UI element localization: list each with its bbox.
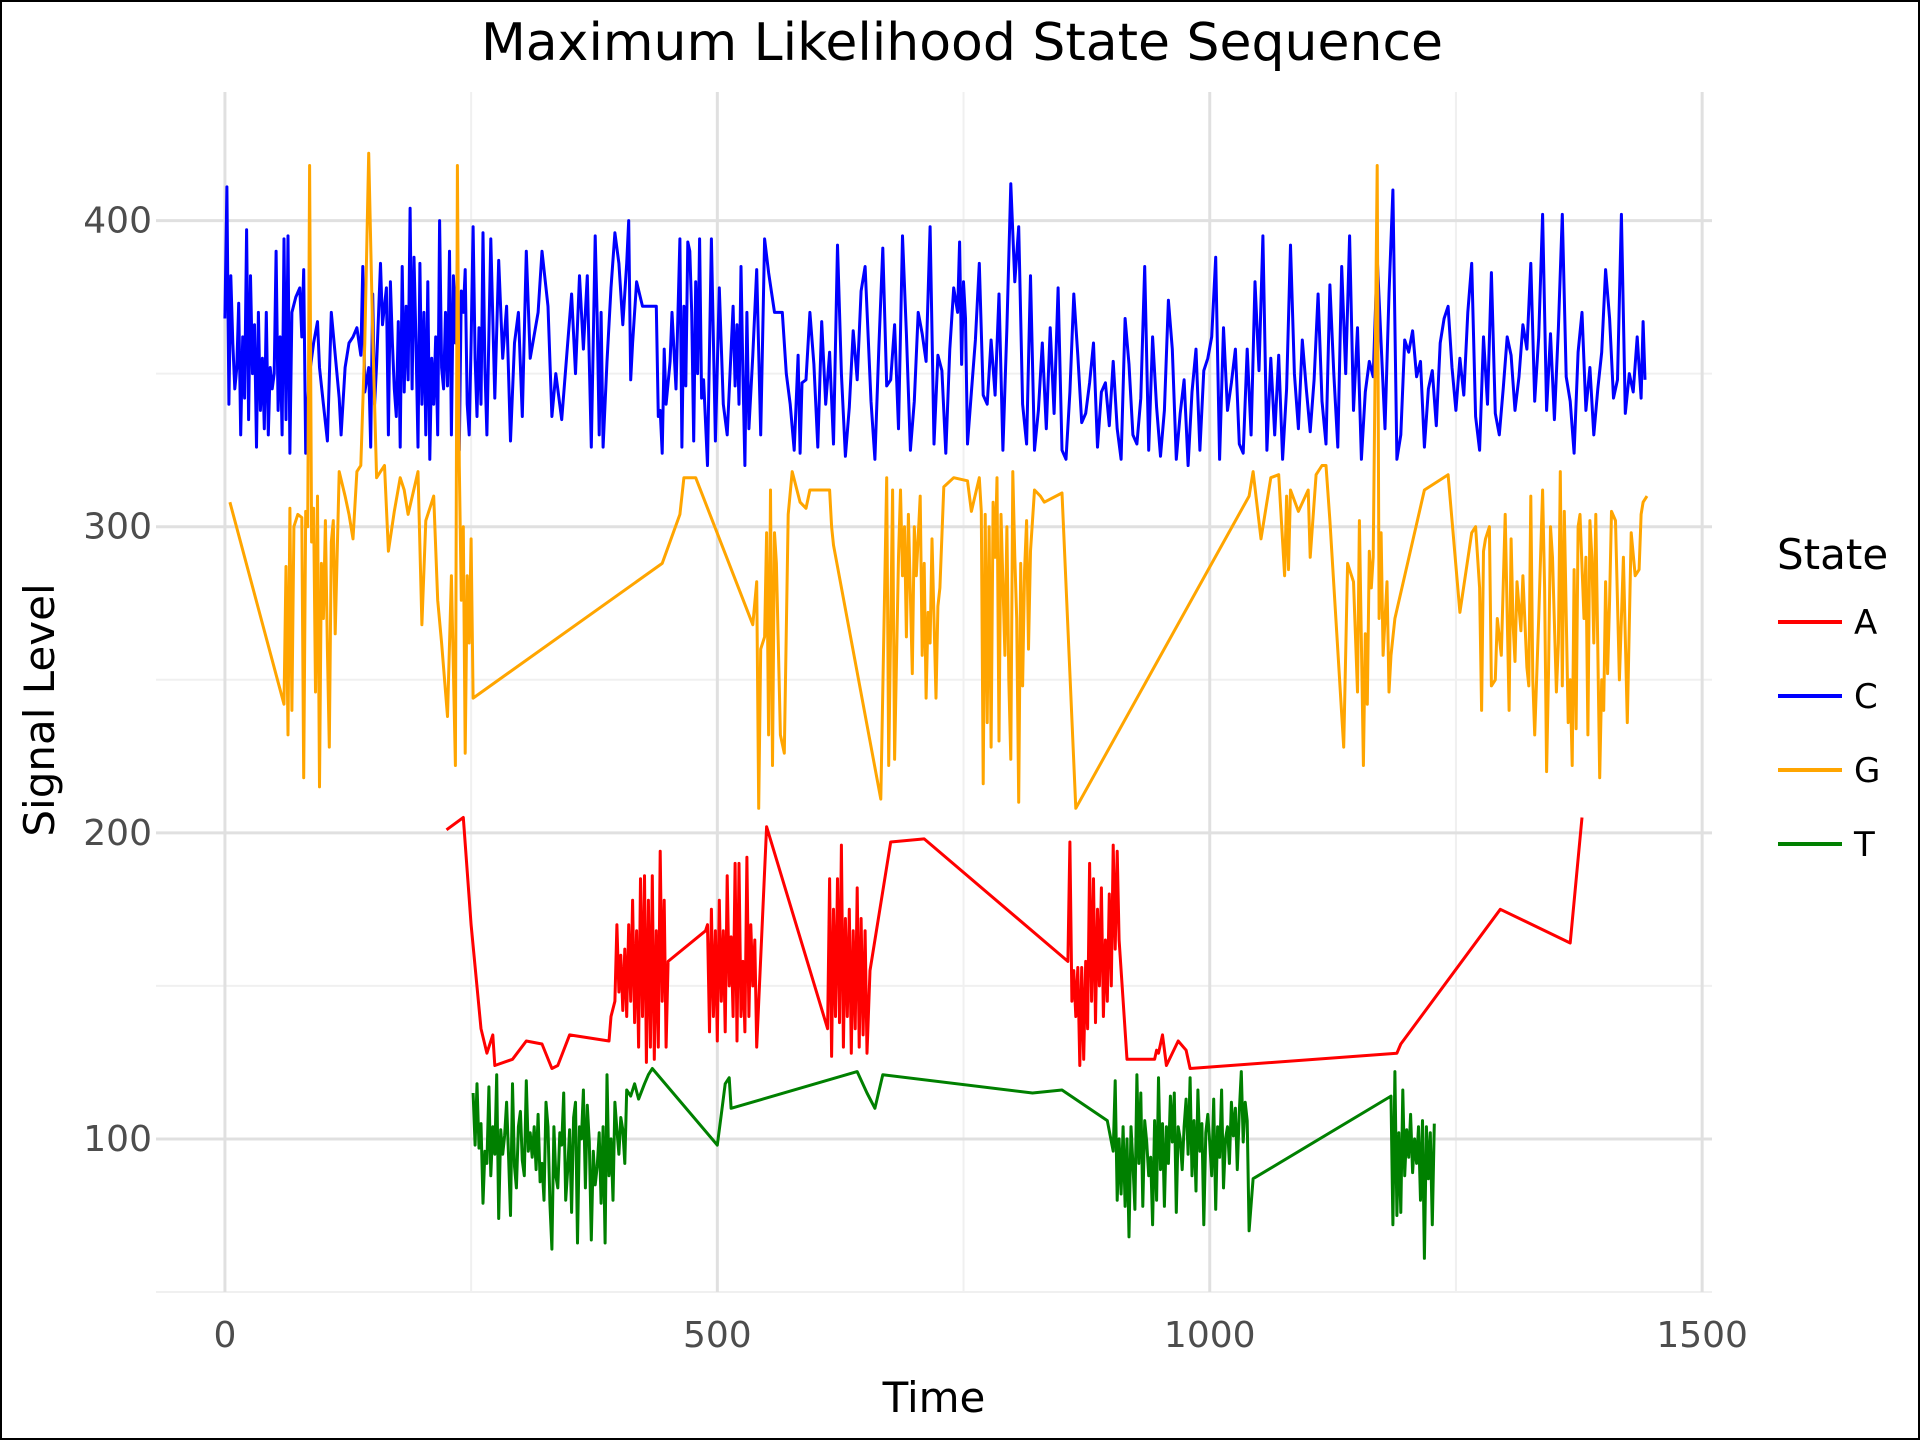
y-tick-label: 300	[83, 507, 152, 548]
legend-label-T: T	[1853, 825, 1875, 865]
series-lines	[223, 151, 1649, 1260]
y-tick-label: 200	[83, 813, 152, 854]
x-tick-label: 0	[213, 1315, 236, 1356]
series-line-A	[445, 816, 1584, 1070]
legend-title: State	[1777, 530, 1888, 579]
series-line-T	[471, 1067, 1436, 1260]
series-line-C	[223, 182, 1647, 467]
series-line-G	[228, 151, 1649, 810]
legend-label-A: A	[1854, 603, 1877, 643]
x-axis-title: Time	[882, 1373, 986, 1422]
y-tick-label: 100	[83, 1119, 152, 1160]
legend-label-G: G	[1854, 751, 1880, 791]
x-axis-ticks: 0 500 1000 1500	[213, 1315, 1747, 1356]
y-axis-ticks: 100 200 300 400	[83, 201, 152, 1160]
x-tick-label: 1000	[1164, 1315, 1256, 1356]
x-tick-label: 500	[683, 1315, 752, 1356]
y-tick-label: 400	[83, 201, 152, 242]
y-axis-title: Signal Level	[15, 583, 64, 836]
legend-label-C: C	[1854, 677, 1878, 717]
grid-lines	[156, 92, 1712, 1293]
x-tick-label: 1500	[1656, 1315, 1748, 1356]
chart-title: Maximum Likelihood State Sequence	[481, 13, 1443, 73]
